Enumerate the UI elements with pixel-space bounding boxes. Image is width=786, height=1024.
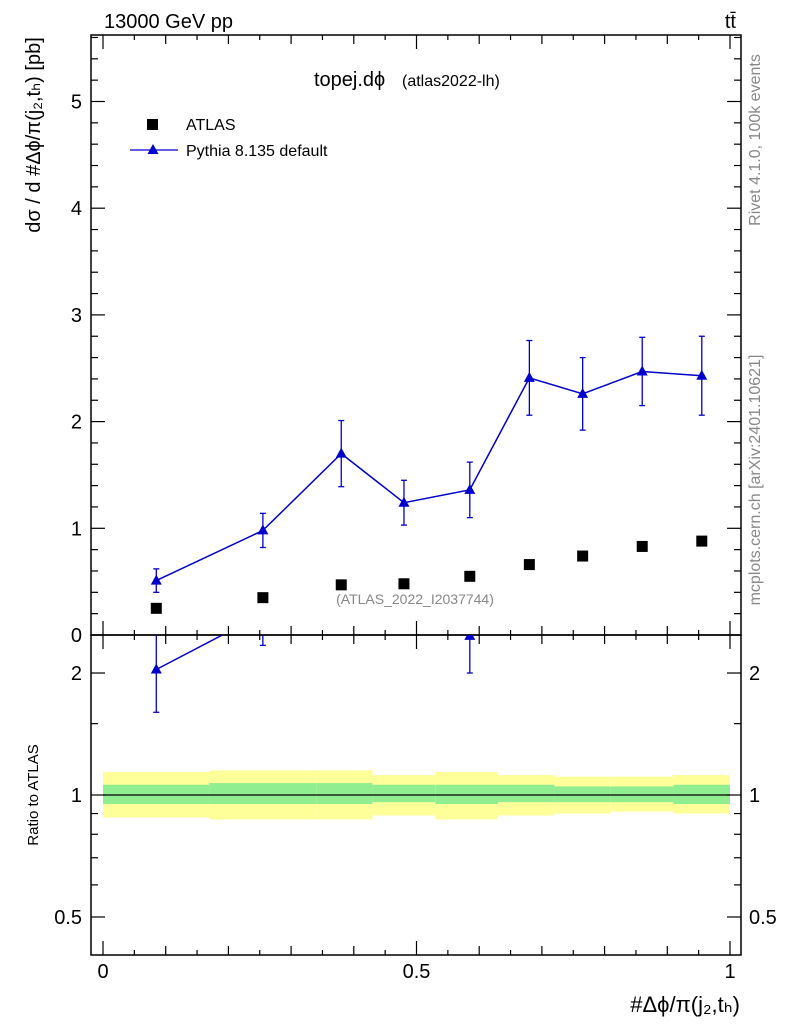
syst-band-inner — [554, 786, 611, 803]
mc-point — [464, 483, 476, 494]
syst-band-inner — [372, 784, 436, 803]
process-label: tt̄ — [725, 11, 737, 33]
syst-band-inner — [316, 783, 373, 805]
main-y-tick-label: 5 — [71, 92, 82, 114]
data-point — [150, 602, 162, 614]
ratio-y-tick-label: 2 — [71, 663, 82, 685]
mc-point — [696, 369, 708, 380]
ratio-point — [150, 663, 162, 674]
x-tick-label: 1 — [724, 961, 735, 983]
ratio-y-tick-label: 0.5 — [54, 907, 82, 929]
mc-point — [257, 524, 269, 535]
mc-series-line — [155, 370, 702, 582]
axis-ticks — [91, 35, 741, 955]
mc-point — [335, 447, 347, 458]
mc-point — [150, 574, 162, 585]
ratio-point — [464, 635, 476, 640]
ratio-plot-frame — [90, 634, 742, 956]
main-y-axis-label: dσ / d #Δϕ/π(j₂,tₕ) [pb] — [23, 37, 45, 233]
x-tick-label: 0.5 — [403, 961, 431, 983]
main-y-tick-label: 1 — [71, 518, 82, 540]
syst-band-inner — [209, 783, 317, 805]
ratio-series-line — [155, 635, 224, 671]
ratio-y-axis-label: Ratio to ATLAS — [25, 744, 42, 845]
main-plot-marks — [150, 335, 708, 614]
mc-point — [398, 496, 410, 507]
data-point — [636, 540, 648, 552]
legend-mc-marker — [147, 144, 159, 154]
data-point — [398, 578, 410, 590]
data-point — [464, 570, 476, 582]
x-tick-label: 0 — [97, 961, 108, 983]
syst-band-inner — [498, 784, 555, 803]
x-axis-label: #Δϕ/π(j₂,tₕ) — [630, 992, 740, 1017]
plot-title: topej.dϕ — [314, 69, 385, 91]
legend-data-marker — [147, 119, 158, 130]
mc-point — [523, 371, 535, 382]
data-point — [335, 579, 347, 591]
main-y-tick-label: 0 — [71, 625, 82, 647]
source-label: mcplots.cern.ch [arXiv:2401.10621] — [747, 355, 764, 606]
analysis-watermark: (ATLAS_2022_I2037744) — [336, 591, 494, 607]
ratio-y-tick-label-right: 0.5 — [749, 907, 777, 929]
data-point — [696, 535, 708, 547]
ratio-y-tick-label-right: 2 — [749, 663, 760, 685]
tick-labels: 0 1 2 3 4 5 0.5 0.5 1 1 2 2 0 0.5 1 — [54, 92, 777, 984]
main-y-tick-label: 2 — [71, 412, 82, 434]
rivet-version-label: Rivet 4.1.0, 100k events — [747, 54, 764, 226]
main-y-tick-label: 3 — [71, 305, 82, 327]
ratio-y-tick-label: 1 — [71, 785, 82, 807]
mc-point — [636, 365, 648, 376]
mc-point — [577, 387, 589, 398]
ratio-plot-marks — [150, 608, 476, 713]
data-point — [523, 559, 535, 571]
ratio-point — [257, 608, 268, 618]
legend-data-label: ATLAS — [186, 117, 236, 134]
legend-mc-label: Pythia 8.135 default — [186, 143, 328, 160]
energy-label: 13000 GeV pp — [104, 11, 233, 33]
legend: ATLAS Pythia 8.135 default — [130, 117, 328, 160]
syst-band-inner — [610, 786, 674, 803]
main-y-tick-label: 4 — [71, 198, 82, 220]
data-point — [577, 550, 589, 562]
data-point — [257, 592, 269, 604]
ratio-y-tick-label-right: 1 — [749, 785, 760, 807]
plot-subtitle: (atlas2022-lh) — [402, 73, 500, 90]
